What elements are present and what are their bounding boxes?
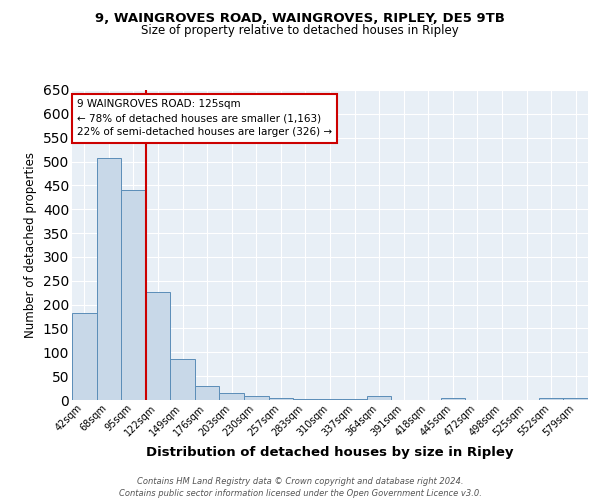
Text: 9 WAINGROVES ROAD: 125sqm
← 78% of detached houses are smaller (1,163)
22% of se: 9 WAINGROVES ROAD: 125sqm ← 78% of detac… [77, 100, 332, 138]
Bar [563, 398, 588, 400]
Bar [195, 386, 220, 400]
Bar [72, 313, 97, 400]
Bar [367, 396, 391, 400]
Bar [539, 398, 563, 400]
Bar [170, 360, 195, 400]
Bar [146, 292, 170, 400]
Text: 9, WAINGROVES ROAD, WAINGROVES, RIPLEY, DE5 9TB: 9, WAINGROVES ROAD, WAINGROVES, RIPLEY, … [95, 12, 505, 26]
Bar [318, 399, 342, 400]
Text: Contains HM Land Registry data © Crown copyright and database right 2024.
Contai: Contains HM Land Registry data © Crown c… [119, 476, 481, 498]
Bar [244, 396, 269, 400]
Bar [440, 398, 465, 400]
Bar [121, 190, 146, 400]
X-axis label: Distribution of detached houses by size in Ripley: Distribution of detached houses by size … [146, 446, 514, 459]
Y-axis label: Number of detached properties: Number of detached properties [24, 152, 37, 338]
Text: Size of property relative to detached houses in Ripley: Size of property relative to detached ho… [141, 24, 459, 37]
Bar [293, 399, 318, 400]
Bar [342, 399, 367, 400]
Bar [220, 393, 244, 400]
Bar [97, 158, 121, 400]
Bar [269, 398, 293, 400]
